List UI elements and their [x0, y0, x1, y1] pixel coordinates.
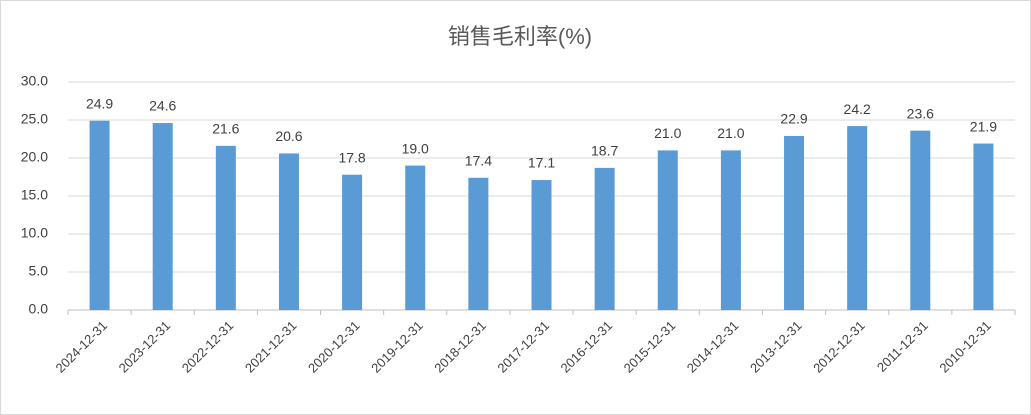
value-label: 22.9 — [780, 111, 807, 127]
value-label: 24.2 — [844, 101, 871, 117]
value-label: 21.9 — [970, 118, 997, 134]
value-label: 21.6 — [212, 121, 239, 137]
y-tick-label: 0.0 — [29, 301, 49, 317]
bar — [847, 126, 868, 310]
value-label: 24.9 — [86, 95, 113, 111]
y-tick-label: 10.0 — [21, 225, 48, 241]
bar — [468, 177, 489, 310]
bar — [784, 135, 805, 310]
bar — [910, 130, 931, 310]
bar — [531, 180, 552, 310]
value-label: 21.0 — [717, 125, 744, 141]
value-label: 17.4 — [465, 152, 492, 168]
bar — [89, 120, 110, 310]
value-label: 24.6 — [149, 98, 176, 114]
y-tick-label: 30.0 — [21, 73, 48, 89]
value-label: 18.7 — [591, 143, 618, 159]
value-label: 20.6 — [275, 128, 302, 144]
bar — [215, 145, 236, 310]
value-label: 17.8 — [338, 149, 365, 165]
y-tick-label: 20.0 — [21, 149, 48, 165]
value-label: 17.1 — [528, 155, 555, 171]
bar — [278, 153, 299, 310]
y-tick-label: 15.0 — [21, 187, 48, 203]
value-label: 23.6 — [907, 105, 934, 121]
y-tick-label: 25.0 — [21, 111, 48, 127]
value-label: 21.0 — [654, 125, 681, 141]
bar — [720, 150, 741, 310]
bar — [152, 123, 173, 310]
bar — [342, 174, 363, 310]
bar — [594, 167, 615, 310]
bar — [973, 143, 994, 310]
value-label: 19.0 — [402, 140, 429, 156]
bar — [405, 165, 426, 310]
bar — [657, 150, 678, 310]
chart-title: 销售毛利率(%) — [448, 24, 592, 49]
y-tick-label: 5.0 — [29, 263, 49, 279]
